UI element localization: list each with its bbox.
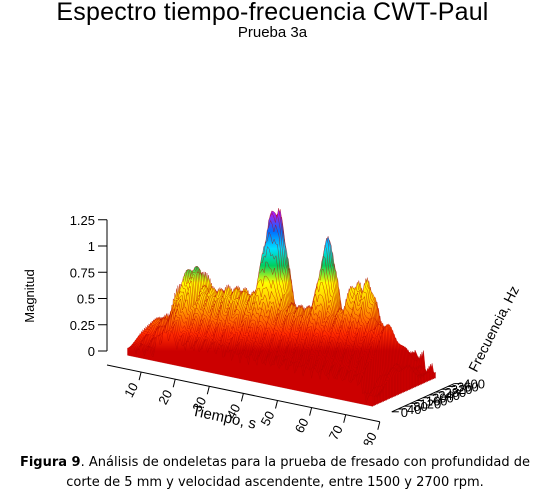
y-axis-label: Frecuencia, Hz: [465, 283, 522, 374]
x-tick: [309, 407, 313, 416]
x-tick-label: 80: [360, 430, 380, 445]
z-tick-label: 0.5: [77, 292, 95, 307]
x-tick-label: 30: [189, 394, 209, 414]
x-tick: [343, 414, 347, 423]
y-tick-label: 400: [463, 377, 485, 392]
y-tick-label: 200: [432, 391, 454, 406]
x-tick-label: 40: [223, 401, 243, 421]
surface-chart: 0 0.25 0.5 0.75 1 1.25 10 20 30 40 50 60 70 80 0 40 80…: [22, 208, 522, 445]
x-tick: [240, 393, 244, 402]
x-tick: [172, 379, 176, 388]
z-tick-label: 1: [88, 239, 95, 254]
x-tick: [377, 421, 381, 430]
y-tick-label: 120: [420, 396, 442, 411]
chart-subtitle: Prueba 3a: [237, 24, 308, 41]
surface-plot: [127, 208, 436, 407]
y-tick-label: 0: [401, 405, 408, 420]
x-tick: [138, 371, 142, 381]
y-tick-label: 280: [445, 385, 467, 400]
figure-caption: Figura 9. Análisis de ondeletas para la …: [10, 453, 540, 493]
x-tick: [206, 386, 210, 395]
surface-slice: [127, 328, 374, 407]
x-axis: 10 20 30 40 50 60 70 80: [106, 364, 381, 445]
y-tick-label: 320: [451, 382, 473, 397]
z-tick-label: 0.25: [70, 318, 95, 333]
z-tick-label: 0.75: [70, 265, 95, 280]
y-tick-label: 160: [426, 394, 448, 409]
y-tick-label: 240: [438, 388, 460, 403]
x-tick-label: 20: [155, 387, 175, 407]
x-tick-label: 70: [326, 423, 346, 443]
z-tick-label: 0: [88, 344, 95, 359]
z-axis: 0 0.25 0.5 0.75 1 1.25: [70, 213, 108, 359]
y-tick-label: 360: [457, 379, 479, 394]
chart-title: Espectro tiempo-frecuencia CWT-Paul: [56, 0, 489, 26]
caption-text: . Análisis de ondeletas para la prueba d…: [66, 455, 531, 490]
x-tick: [275, 400, 278, 409]
x-axis-label: Tiempo, s: [190, 402, 257, 432]
x-tick-label: 10: [121, 380, 141, 400]
z-axis-label: Magnitud: [22, 269, 37, 322]
x-tick-label: 50: [258, 408, 278, 428]
z-tick-label: 1.25: [70, 213, 95, 228]
caption-label: Figura 9: [19, 455, 81, 470]
x-tick-label: 60: [292, 416, 312, 436]
